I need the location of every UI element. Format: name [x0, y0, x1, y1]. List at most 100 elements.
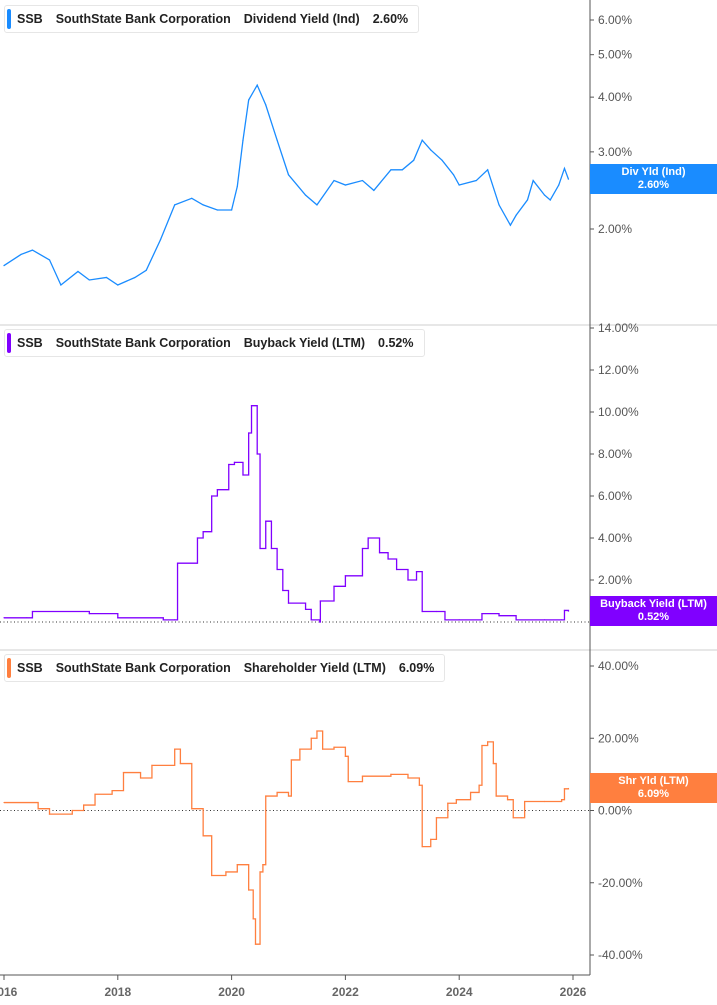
tag-label: Shr Yld (LTM) — [618, 775, 689, 787]
data-point — [287, 602, 290, 604]
data-point — [228, 463, 230, 466]
data-point — [60, 284, 62, 286]
data-point — [333, 585, 335, 587]
data-point — [236, 864, 238, 866]
data-point — [478, 784, 480, 786]
data-point — [31, 249, 34, 251]
data-point — [3, 801, 5, 804]
data-point — [558, 184, 560, 186]
data-point — [407, 579, 409, 581]
data-point — [567, 610, 570, 612]
data-point — [333, 179, 335, 182]
data-point — [492, 762, 494, 765]
data-point — [88, 613, 90, 615]
data-point — [521, 817, 523, 819]
company-name: SouthState Bank Corporation — [55, 336, 231, 350]
data-point — [211, 874, 213, 877]
data-point — [71, 809, 73, 812]
data-point — [202, 531, 204, 533]
metric-name: Shareholder Yield (LTM) — [243, 661, 386, 675]
x-tick-label: 2020 — [218, 985, 245, 999]
data-point — [390, 773, 392, 775]
current-value: 2.60% — [372, 12, 409, 26]
series-line — [4, 730, 570, 945]
data-point — [435, 817, 438, 819]
data-point — [179, 762, 181, 765]
data-point — [469, 791, 472, 794]
data-point — [319, 600, 321, 602]
data-point — [498, 615, 500, 617]
data-point — [515, 214, 517, 216]
data-point — [532, 179, 534, 182]
y-tick-label: 0.00% — [598, 804, 632, 818]
data-point — [387, 558, 389, 560]
ticker: SSB — [17, 336, 43, 350]
data-point — [487, 741, 489, 743]
data-point — [495, 795, 497, 797]
data-point — [509, 224, 512, 226]
ticker: SSB — [17, 12, 43, 26]
y-tick-label: 2.00% — [598, 573, 632, 587]
data-point — [498, 204, 500, 206]
data-point — [418, 784, 420, 786]
last-value-tag: Shr Yld (LTM) 6.09% — [590, 773, 717, 803]
x-tick-label: 2018 — [104, 985, 131, 999]
data-point — [242, 474, 244, 476]
series-header: SSB SouthState Bank Corporation Shareholde… — [4, 654, 446, 682]
y-tick-label: -40.00% — [598, 948, 643, 962]
tag-label: Div Yld (Ind) — [621, 166, 686, 178]
data-point — [31, 610, 34, 613]
metric-name: Buyback Yield (LTM) — [243, 336, 366, 350]
data-point — [250, 405, 253, 407]
y-tick-label: 4.00% — [598, 90, 632, 104]
data-point — [216, 489, 218, 491]
data-point — [265, 104, 267, 106]
y-tick-label: 2.00% — [598, 222, 632, 236]
data-point — [390, 169, 392, 171]
data-point — [20, 253, 22, 256]
series-header: SSB SouthState Bank Corporation Dividend Y… — [4, 5, 420, 33]
data-point — [202, 204, 204, 206]
data-point — [310, 619, 312, 621]
data-point — [287, 174, 290, 176]
data-point — [447, 802, 449, 804]
panel-1: 2.00% 3.00% 4.00% 5.00% 6.00% — [3, 13, 632, 287]
y-tick-label: 6.00% — [598, 13, 632, 27]
last-value-tag: Buyback Yield (LTM) 0.52% — [590, 596, 717, 626]
data-point — [487, 169, 489, 171]
x-tick-label: 2026 — [560, 985, 587, 999]
data-point — [515, 619, 517, 621]
data-point — [563, 788, 566, 790]
data-point — [549, 199, 551, 201]
tag-value: 0.52% — [637, 611, 670, 623]
last-value-tag: Div Yld (Ind) 2.60% — [590, 164, 717, 194]
current-value: 0.52% — [378, 336, 414, 350]
company-name: SouthState Bank Corporation — [55, 12, 231, 26]
data-point — [3, 264, 5, 267]
data-point — [94, 793, 96, 795]
data-point — [361, 547, 364, 550]
data-point — [444, 619, 446, 621]
data-point — [415, 571, 418, 573]
data-point — [319, 621, 321, 623]
data-point — [543, 194, 546, 196]
y-tick-label: 10.00% — [598, 405, 639, 419]
data-point — [248, 99, 250, 101]
data-point — [506, 799, 509, 801]
data-point — [231, 209, 233, 211]
data-point — [196, 537, 199, 539]
data-point — [378, 552, 381, 554]
data-point — [236, 185, 238, 188]
data-point — [567, 178, 570, 180]
data-point — [270, 547, 273, 550]
data-point — [276, 791, 278, 794]
data-point — [526, 199, 529, 201]
data-point — [481, 744, 483, 747]
data-point — [252, 918, 254, 920]
series-line — [3, 83, 570, 287]
data-point — [561, 799, 563, 801]
series-color-bar — [7, 333, 11, 353]
data-point — [543, 800, 546, 803]
series-color-bar — [7, 658, 11, 678]
company-name: SouthState Bank Corporation — [55, 661, 231, 675]
